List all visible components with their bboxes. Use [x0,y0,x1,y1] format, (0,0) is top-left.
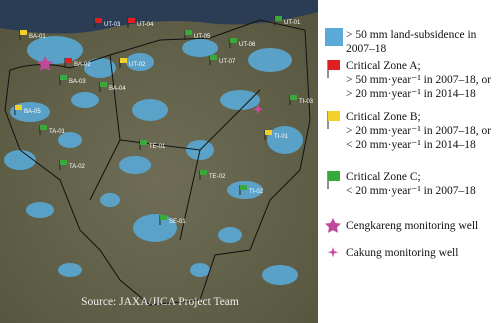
flag [40,125,47,130]
legend-text: > 20 mm·year⁻¹ in 2014–18 [346,88,476,100]
subsidence-areas [4,36,303,285]
station-label: UT-01 [284,20,301,26]
flag [275,16,282,21]
flag [265,130,272,135]
legend-text: < 20 mm·year⁻¹ in 2007–18 [346,185,476,197]
legend-text: > 20 mm·year⁻¹ in 2007–18, or [346,125,491,137]
flag [60,75,67,80]
station-label: UT-03 [104,22,121,28]
flag [15,105,22,110]
flag [100,82,107,87]
legend-flag-red [327,60,340,78]
legend-flag-yellow [327,111,340,129]
station-label: UT-05 [194,34,211,40]
station-label: BA-02 [74,62,91,68]
station-label: BA-03 [69,79,86,85]
flag [185,30,192,35]
station-label: BA-05 [24,109,41,115]
station-label: UT-06 [239,42,256,48]
district-boundaries [4,19,311,306]
legend-text: > 50 mm land-subsidence in [346,29,477,41]
flag [240,185,247,190]
station-label: UT-02 [129,62,146,68]
sea [0,0,318,34]
flag [128,18,135,23]
legend-swatch [325,28,343,46]
legend: > 50 mm land-subsidence in 2007–18 Critica… [346,29,491,259]
station-label: UT-07 [219,59,236,65]
station-label: TA-01 [49,129,66,135]
source: Source: JAXA/JICA Project Team [81,296,239,308]
flag [230,38,237,43]
flag [140,140,147,145]
flag [95,18,102,23]
flag [20,30,27,35]
flag [120,58,127,63]
cakung-well [252,104,264,115]
legend-text: > 50 mm·year⁻¹ in 2007–18, or [346,74,491,86]
legend-text: Cengkareng monitoring well [346,220,478,232]
station-label: UT-04 [137,22,154,28]
station-label: TA-02 [69,164,86,170]
flag [160,215,167,220]
legend-star [325,218,341,233]
flag [200,170,207,175]
station-label: TI-03 [299,99,314,105]
station-label: TI-01 [274,134,289,140]
legend-text: 2007–18 [346,43,387,55]
legend-text: Cakung monitoring well [346,247,458,259]
flag [210,55,217,60]
legend-star-small [327,247,339,258]
station-labels: UT-03 UT-04 UT-05 UT-01 UT-06 UT-07 UT-02 BA-01… [14,16,314,225]
legend-flag-green [327,171,340,189]
legend-text: < 20 mm·year⁻¹ in 2014–18 [346,139,476,151]
station-label: TE-02 [209,174,226,180]
legend-text: Critical Zone C; [346,171,421,183]
flag [290,95,297,100]
legend-text: Critical Zone A; [346,60,421,72]
station-label: BA-04 [109,86,126,92]
station-label: TE-01 [149,144,166,150]
flag [65,58,72,63]
flag [60,160,67,165]
station-label: TI-02 [249,189,264,195]
legend-text: Critical Zone B; [346,111,421,123]
cengkareng-well [37,56,53,71]
station-label: BA-01 [29,34,46,40]
station-label: SE-01 [169,219,186,225]
